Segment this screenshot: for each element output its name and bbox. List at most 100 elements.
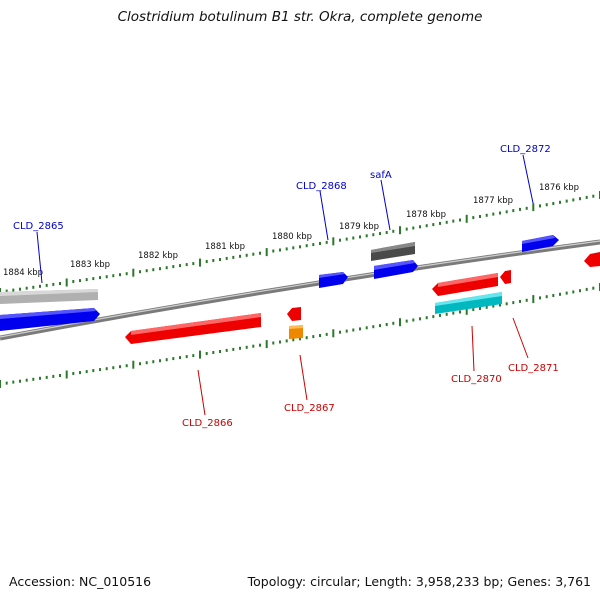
scale-tick-minor bbox=[579, 289, 581, 293]
gene-label-cld-2867[interactable]: CLD_2867 bbox=[284, 403, 335, 414]
scale-tick-minor bbox=[292, 338, 295, 342]
scale-tick-minor bbox=[59, 374, 61, 377]
scale-tick-minor bbox=[5, 381, 8, 385]
gene-cld-edge[interactable] bbox=[584, 252, 600, 267]
gene-cld-2868[interactable] bbox=[319, 272, 348, 288]
scale-tick-minor bbox=[339, 330, 341, 334]
scale-tick-major bbox=[199, 350, 201, 359]
scale-tick-minor bbox=[159, 359, 161, 363]
scale-tick-minor bbox=[479, 215, 481, 218]
gene-cld-2865-gray[interactable] bbox=[0, 289, 98, 304]
forward-genes bbox=[0, 235, 600, 331]
scale-tick-major bbox=[65, 370, 68, 379]
scale-tick-minor bbox=[365, 326, 368, 330]
scale-tick-major bbox=[532, 203, 535, 212]
scale-tick-minor bbox=[239, 254, 241, 258]
scale-tick-minor bbox=[312, 335, 315, 339]
scale-tick-minor bbox=[445, 220, 448, 224]
gene-cld-2870-cyan[interactable] bbox=[435, 292, 502, 314]
scale-tick-minor bbox=[12, 380, 15, 384]
gene-safa[interactable] bbox=[374, 260, 418, 279]
scale-tick-minor bbox=[225, 256, 228, 260]
scale-tick-major bbox=[399, 226, 401, 235]
scale-tick-minor bbox=[45, 283, 48, 287]
scale-tick-minor bbox=[239, 346, 241, 350]
scale-tick-minor bbox=[219, 350, 221, 353]
scale-tick-minor bbox=[359, 235, 361, 239]
scale-tick-minor bbox=[112, 274, 115, 278]
gene-cld-2866[interactable] bbox=[125, 313, 261, 344]
scale-labels: 1884 kbp 1883 kbp 1882 kbp 1881 kbp 1880… bbox=[3, 183, 579, 278]
scale-tick-minor bbox=[552, 294, 555, 297]
scale-tick-minor bbox=[272, 249, 275, 253]
gene-cld-2867-orange[interactable] bbox=[289, 325, 303, 339]
scale-tick-minor bbox=[205, 260, 208, 263]
scale-tick-minor bbox=[119, 273, 121, 277]
scale-tick-minor bbox=[252, 344, 255, 348]
scale-tick-minor bbox=[105, 367, 108, 371]
scale-tick-major bbox=[399, 318, 401, 327]
scale-tick-minor bbox=[172, 265, 175, 269]
gene-label-cld-2872[interactable]: CLD_2872 bbox=[500, 144, 551, 155]
gene-label-cld-2870[interactable]: CLD_2870 bbox=[451, 374, 502, 385]
reverse-genes bbox=[125, 270, 511, 344]
gene-label-cld-2866[interactable]: CLD_2866 bbox=[182, 418, 233, 429]
gene-cld-2865[interactable] bbox=[0, 308, 100, 331]
scale-tick-minor bbox=[525, 206, 528, 210]
scale-tick-minor bbox=[212, 259, 215, 262]
scale-tick-minor bbox=[179, 264, 181, 268]
scale-tick-minor bbox=[412, 226, 415, 230]
accession-text: Accession: NC_010516 bbox=[9, 574, 152, 589]
scale-tick-minor bbox=[232, 255, 235, 259]
gene-cld-2872[interactable] bbox=[522, 235, 559, 252]
scale-tick-minor bbox=[99, 368, 101, 372]
gene-label-cld-2868[interactable]: CLD_2868 bbox=[296, 181, 347, 192]
scale-tick-minor bbox=[345, 237, 348, 241]
gene-safa-gray[interactable] bbox=[371, 242, 415, 261]
scale-tick-minor bbox=[405, 319, 408, 323]
scale-tick-major bbox=[465, 306, 468, 315]
scale-tick-minor bbox=[12, 288, 15, 292]
gene-cld-2867-red[interactable] bbox=[287, 307, 301, 321]
scale-tick-minor bbox=[219, 258, 221, 261]
scale-label: 1882 kbp bbox=[138, 251, 178, 261]
scale-tick-minor bbox=[165, 358, 168, 362]
scale-label: 1878 kbp bbox=[406, 210, 446, 220]
scale-track-upper bbox=[0, 191, 600, 296]
scale-tick-minor bbox=[52, 374, 55, 378]
scale-tick-minor bbox=[372, 233, 375, 237]
scale-tick-minor bbox=[592, 194, 595, 198]
scale-tick-minor bbox=[185, 263, 188, 267]
scale-tick-minor bbox=[319, 242, 321, 245]
scale-tick-minor bbox=[592, 286, 595, 290]
scale-tick-minor bbox=[152, 268, 155, 272]
scale-tick-minor bbox=[5, 289, 8, 293]
scale-tick-minor bbox=[419, 225, 421, 229]
scale-tick-minor bbox=[32, 285, 35, 289]
scale-tick-minor bbox=[19, 379, 21, 383]
scale-tick-minor bbox=[472, 308, 475, 312]
scale-tick-minor bbox=[472, 216, 475, 220]
scale-tick-minor bbox=[119, 365, 121, 369]
scale-tick-minor bbox=[25, 286, 28, 290]
gene-label-safa[interactable]: safA bbox=[370, 170, 392, 181]
scale-tick-minor bbox=[552, 202, 555, 205]
scale-tick-minor bbox=[279, 340, 281, 344]
gene-label-cld-2865[interactable]: CLD_2865 bbox=[13, 221, 64, 232]
gene-label-cld-2871[interactable]: CLD_2871 bbox=[508, 363, 559, 374]
scale-tick-minor bbox=[212, 351, 215, 354]
scale-tick-minor bbox=[319, 334, 321, 337]
scale-tick-minor bbox=[79, 279, 81, 283]
scale-tick-minor bbox=[545, 295, 548, 299]
scale-tick-minor bbox=[139, 362, 141, 366]
scale-tick-minor bbox=[52, 282, 55, 286]
scale-label: 1879 kbp bbox=[339, 222, 379, 232]
scale-tick-minor bbox=[439, 313, 441, 317]
scale-tick-minor bbox=[559, 200, 561, 204]
scale-tick-minor bbox=[285, 339, 288, 343]
gene-cld-2871[interactable] bbox=[500, 270, 511, 284]
scale-tick-minor bbox=[565, 291, 568, 295]
scale-label: 1884 kbp bbox=[3, 268, 43, 278]
scale-tick-minor bbox=[125, 272, 128, 276]
gene-cld-2870-red[interactable] bbox=[432, 273, 498, 296]
